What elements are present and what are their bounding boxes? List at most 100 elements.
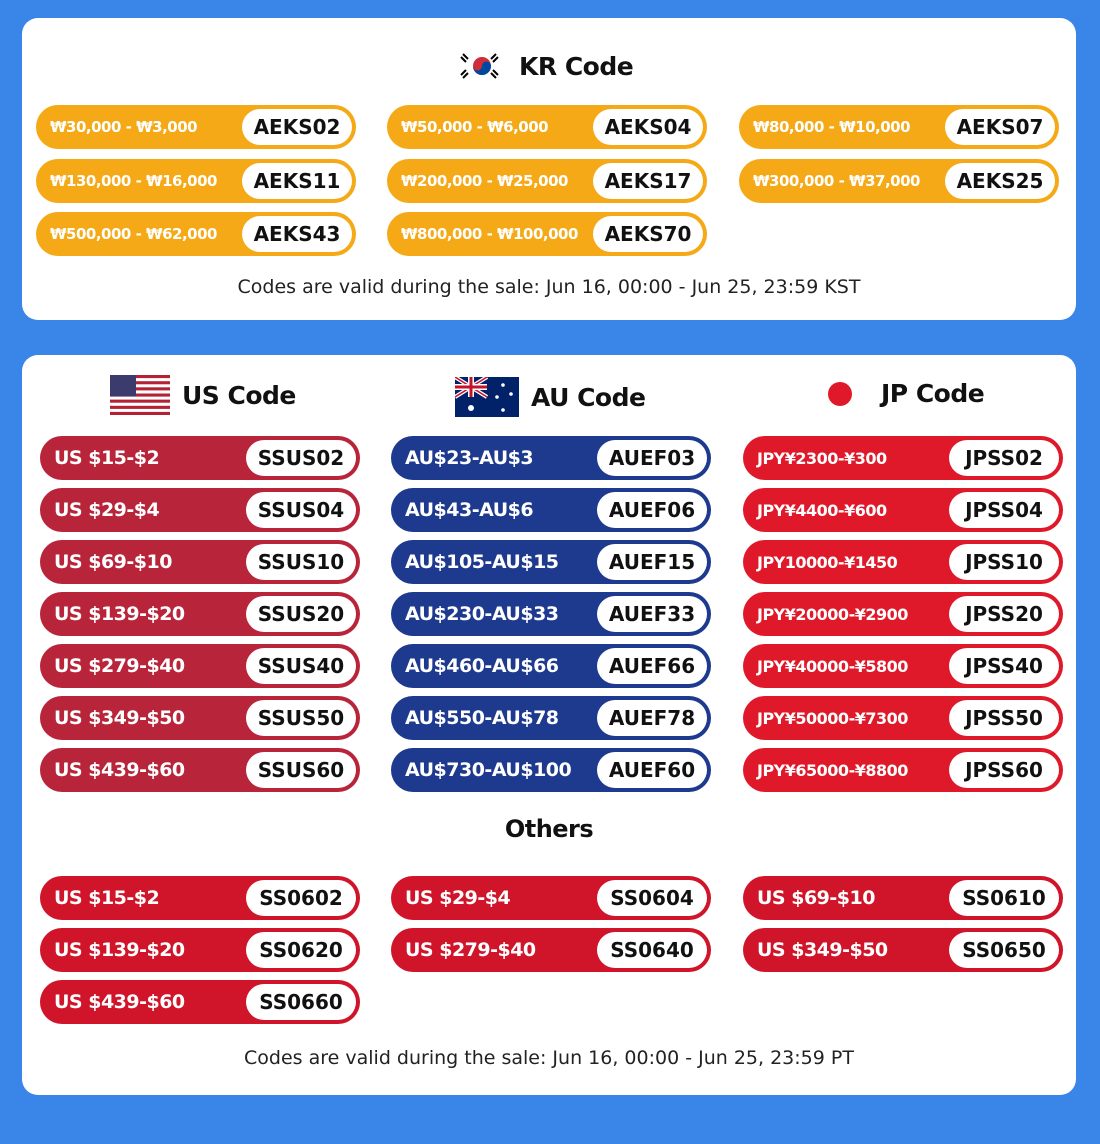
coupon-code[interactable]: JPSS40 — [949, 648, 1059, 684]
coupon-code[interactable]: AEKS02 — [242, 109, 352, 145]
jp-coupon-pill[interactable]: JPY¥20000-¥2900 JPSS20 — [743, 592, 1063, 636]
au-coupon-pill[interactable]: AU$460-AU$66 AUEF66 — [391, 644, 711, 688]
coupon-code[interactable]: SS0604 — [597, 880, 707, 916]
price-range: ₩800,000 - ₩100,000 — [401, 225, 578, 243]
au-coupon-pill[interactable]: AU$23-AU$3 AUEF03 — [391, 436, 711, 480]
price-range: ₩300,000 - ₩37,000 — [753, 171, 920, 190]
coupon-code[interactable]: SSUS10 — [246, 544, 356, 580]
jp-title: JP Code — [827, 379, 985, 408]
price-range: AU$730-AU$100 — [405, 759, 572, 781]
price-range: AU$43-AU$6 — [405, 499, 534, 521]
coupon-code[interactable]: JPSS50 — [949, 700, 1059, 736]
kr-coupon-pill[interactable]: ₩300,000 - ₩37,000 AEKS25 — [739, 158, 1059, 203]
kr-coupon-pill[interactable]: ₩800,000 - ₩100,000 AEKS70 — [387, 212, 707, 256]
price-range: US $15-$2 — [54, 887, 160, 909]
kr-coupon-pill[interactable]: ₩80,000 - ₩10,000 AEKS07 — [739, 105, 1059, 149]
kr-coupon-pill[interactable]: ₩500,000 - ₩62,000 AEKS43 — [36, 212, 356, 256]
validity-note: Codes are valid during the sale: Jun 16,… — [244, 1047, 854, 1069]
coupon-code[interactable]: SS0610 — [949, 880, 1059, 916]
kr-coupon-pill[interactable]: ₩200,000 - ₩25,000 AEKS17 — [387, 158, 707, 203]
price-range: AU$550-AU$78 — [405, 707, 559, 729]
us-coupon-pill[interactable]: US $15-$2 SSUS02 — [40, 436, 360, 480]
coupon-code[interactable]: SS0620 — [246, 932, 356, 968]
coupon-code[interactable]: JPSS04 — [949, 492, 1059, 528]
others-coupon-pill[interactable]: US $29-$4 SS0604 — [391, 876, 711, 920]
price-range: JPY10000-¥1450 — [757, 552, 898, 572]
others-coupon-pill[interactable]: US $69-$10 SS0610 — [743, 876, 1063, 920]
coupon-code[interactable]: AUEF33 — [597, 596, 707, 632]
coupon-code[interactable]: SSUS40 — [246, 648, 356, 684]
coupon-code[interactable]: JPSS10 — [949, 544, 1059, 580]
us-coupon-pill[interactable]: US $139-$20 SSUS20 — [40, 592, 360, 636]
coupon-code[interactable]: AEKS07 — [945, 109, 1055, 145]
others-coupon-pill[interactable]: US $349-$50 SS0650 — [743, 928, 1063, 972]
jp-coupon-pill[interactable]: JPY¥4400-¥600 JPSS04 — [743, 488, 1063, 532]
others-coupon-pill[interactable]: US $15-$2 SS0602 — [40, 876, 360, 920]
coupon-code[interactable]: AUEF03 — [597, 440, 707, 476]
price-range: ₩80,000 - ₩10,000 — [753, 118, 911, 136]
price-range: JPY¥50000-¥7300 — [757, 708, 908, 728]
au-coupon-pill[interactable]: AU$550-AU$78 AUEF78 — [391, 696, 711, 740]
coupon-code[interactable]: SSUS20 — [246, 596, 356, 632]
coupon-code[interactable]: SSUS04 — [246, 492, 356, 528]
kr-coupon-pill[interactable]: ₩130,000 - ₩16,000 AEKS11 — [36, 158, 356, 203]
us-coupon-pill[interactable]: US $279-$40 SSUS40 — [40, 644, 360, 688]
jp-coupon-pill[interactable]: JPY10000-¥1450 JPSS10 — [743, 540, 1063, 584]
others-coupon-pill[interactable]: US $279-$40 SS0640 — [391, 928, 711, 972]
au-coupon-pill[interactable]: AU$105-AU$15 AUEF15 — [391, 540, 711, 584]
coupon-code[interactable]: AEKS04 — [593, 109, 703, 145]
coupon-code[interactable]: SSUS60 — [246, 752, 356, 788]
au-coupon-pill[interactable]: AU$730-AU$100 AUEF60 — [391, 748, 711, 792]
coupon-code[interactable]: JPSS60 — [949, 752, 1059, 788]
price-range: US $279-$40 — [405, 939, 536, 961]
au-coupon-pill[interactable]: AU$230-AU$33 AUEF33 — [391, 592, 711, 636]
coupon-code[interactable]: AEKS25 — [945, 162, 1055, 199]
price-range: US $69-$10 — [54, 551, 172, 573]
us-coupon-pill[interactable]: US $69-$10 SSUS10 — [40, 540, 360, 584]
price-range: US $139-$20 — [54, 603, 185, 625]
jp-coupon-pill[interactable]: JPY¥50000-¥7300 JPSS50 — [743, 696, 1063, 740]
international-code-card: US Code AU Code JP Code US $15-$2 SSUS02 U… — [22, 355, 1076, 1095]
price-range: US $279-$40 — [54, 655, 185, 677]
others-coupon-pill[interactable]: US $439-$60 SS0660 — [40, 980, 360, 1024]
coupon-code[interactable]: AUEF06 — [597, 492, 707, 528]
us-coupon-pill[interactable]: US $29-$4 SSUS04 — [40, 488, 360, 532]
price-range: US $29-$4 — [405, 887, 511, 909]
kr-title: KR Code — [457, 48, 634, 84]
jp-coupon-pill[interactable]: JPY¥40000-¥5800 JPSS40 — [743, 644, 1063, 688]
price-range: AU$230-AU$33 — [405, 603, 559, 625]
price-range: US $439-$60 — [54, 991, 185, 1013]
coupon-code[interactable]: SS0660 — [246, 984, 356, 1020]
others-coupon-pill[interactable]: US $139-$20 SS0620 — [40, 928, 360, 972]
coupon-code[interactable]: AEKS43 — [242, 216, 352, 252]
price-range: AU$460-AU$66 — [405, 655, 559, 677]
us-coupon-pill[interactable]: US $439-$60 SSUS60 — [40, 748, 360, 792]
kr-coupon-pill[interactable]: ₩30,000 - ₩3,000 AEKS02 — [36, 105, 356, 149]
coupon-code[interactable]: SS0640 — [597, 932, 707, 968]
coupon-code[interactable]: SS0650 — [949, 932, 1059, 968]
coupon-code[interactable]: AUEF66 — [597, 648, 707, 684]
us-flag-icon — [110, 375, 170, 415]
price-range: ₩500,000 - ₩62,000 — [50, 225, 217, 243]
price-range: JPY¥65000-¥8800 — [757, 760, 908, 780]
coupon-code[interactable]: AEKS17 — [593, 162, 703, 199]
coupon-code[interactable]: SSUS02 — [246, 440, 356, 476]
price-range: US $349-$50 — [757, 939, 888, 961]
price-range: JPY¥4400-¥600 — [757, 500, 887, 520]
coupon-code[interactable]: AEKS11 — [242, 162, 352, 199]
coupon-code[interactable]: SSUS50 — [246, 700, 356, 736]
jp-coupon-pill[interactable]: JPY¥2300-¥300 JPSS02 — [743, 436, 1063, 480]
coupon-code[interactable]: AEKS70 — [593, 216, 703, 252]
us-coupon-pill[interactable]: US $349-$50 SSUS50 — [40, 696, 360, 740]
coupon-code[interactable]: AUEF60 — [597, 752, 707, 788]
coupon-code[interactable]: SS0602 — [246, 880, 356, 916]
jp-coupon-pill[interactable]: JPY¥65000-¥8800 JPSS60 — [743, 748, 1063, 792]
coupon-code[interactable]: JPSS02 — [949, 440, 1059, 476]
au-title-text: AU Code — [531, 382, 646, 412]
coupon-code[interactable]: AUEF15 — [597, 544, 707, 580]
price-range: ₩50,000 - ₩6,000 — [401, 118, 549, 136]
kr-coupon-pill[interactable]: ₩50,000 - ₩6,000 AEKS04 — [387, 105, 707, 149]
coupon-code[interactable]: AUEF78 — [597, 700, 707, 736]
au-coupon-pill[interactable]: AU$43-AU$6 AUEF06 — [391, 488, 711, 532]
coupon-code[interactable]: JPSS20 — [949, 596, 1059, 632]
